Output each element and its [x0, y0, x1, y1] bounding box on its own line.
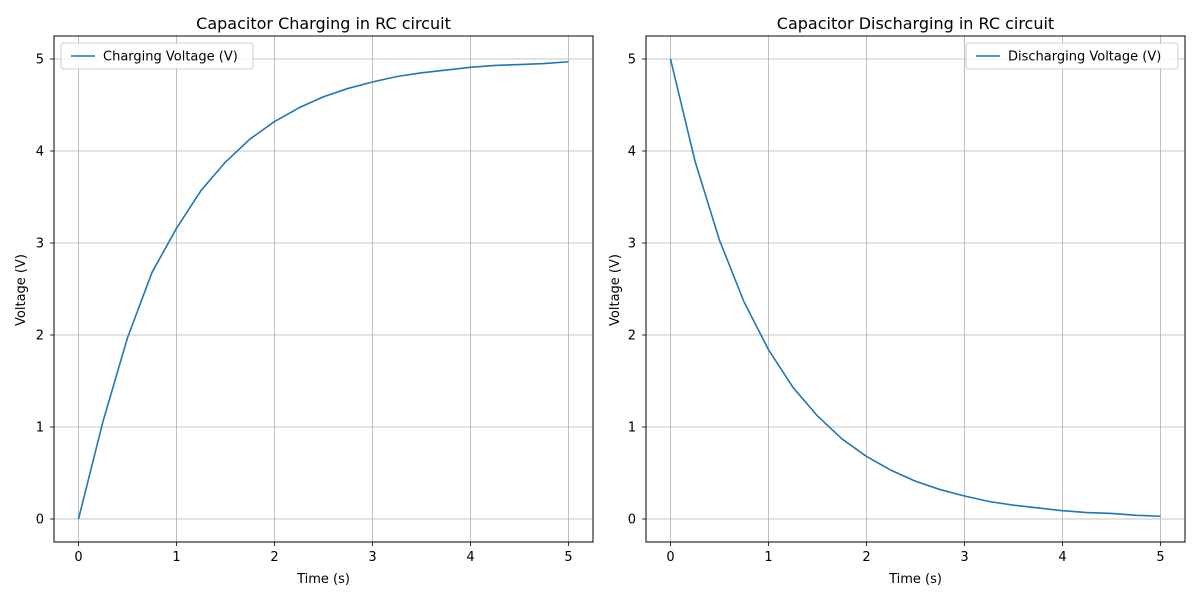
charging-y-tick-label: 2	[36, 329, 44, 344]
discharging-x-tick-label: 4	[1058, 550, 1066, 565]
charging-x-tick-label: 1	[172, 550, 180, 565]
charging-axes-frame	[53, 35, 594, 543]
discharging-y-tick-label: 2	[628, 329, 636, 344]
charging-chart: Capacitor Charging in RC circuit Time (s…	[14, 14, 594, 587]
charging-x-tick-label: 4	[466, 550, 474, 565]
charging-y-axis-label: Voltage (V)	[14, 254, 29, 326]
discharging-legend-box	[965, 42, 1179, 70]
charging-x-tick-label: 5	[564, 550, 572, 565]
discharging-x-tick-label: 5	[1156, 550, 1164, 565]
charging-legend-box	[60, 42, 254, 70]
discharging-y-tick-label: 1	[628, 421, 636, 436]
charging-y-tick-label: 0	[36, 513, 44, 528]
charging-legend: Charging Voltage (V)	[60, 42, 254, 70]
discharging-y-tick-label: 4	[628, 145, 636, 160]
discharging-axes-frame	[645, 35, 1186, 543]
charging-y-tick-label: 5	[36, 53, 44, 68]
discharging-y-tick-label: 0	[628, 513, 636, 528]
discharging-x-tick-label: 0	[666, 550, 674, 565]
discharging-chart: Capacitor Discharging in RC circuit Time…	[608, 14, 1186, 587]
charging-y-tick-label: 4	[36, 145, 44, 160]
discharging-series-line	[669, 58, 1161, 518]
discharging-x-tick-label: 3	[960, 550, 968, 565]
discharging-x-axis-label: Time (s)	[888, 572, 942, 587]
charging-series-line	[77, 60, 569, 520]
discharging-y-axis-label: Voltage (V)	[608, 254, 623, 326]
charging-plot-area	[53, 35, 594, 543]
discharging-x-tick-label: 1	[764, 550, 772, 565]
charging-x-tick-label: 3	[368, 550, 376, 565]
discharging-x-tick-label: 2	[862, 550, 870, 565]
discharging-chart-title: Capacitor Discharging in RC circuit	[777, 14, 1054, 33]
discharging-y-tick-label: 3	[628, 237, 636, 252]
charging-x-axis-label: Time (s)	[296, 572, 350, 587]
discharging-y-tick-label: 5	[628, 53, 636, 68]
charging-legend-label: Charging Voltage (V)	[103, 50, 238, 65]
discharging-legend-label: Discharging Voltage (V)	[1008, 50, 1161, 65]
charging-x-tick-label: 0	[74, 550, 82, 565]
charging-y-tick-label: 3	[36, 237, 44, 252]
charging-x-tick-label: 2	[270, 550, 278, 565]
charging-y-tick-label: 1	[36, 421, 44, 436]
discharging-legend: Discharging Voltage (V)	[965, 42, 1179, 70]
charging-chart-title: Capacitor Charging in RC circuit	[196, 14, 451, 33]
discharging-plot-area	[645, 35, 1186, 543]
